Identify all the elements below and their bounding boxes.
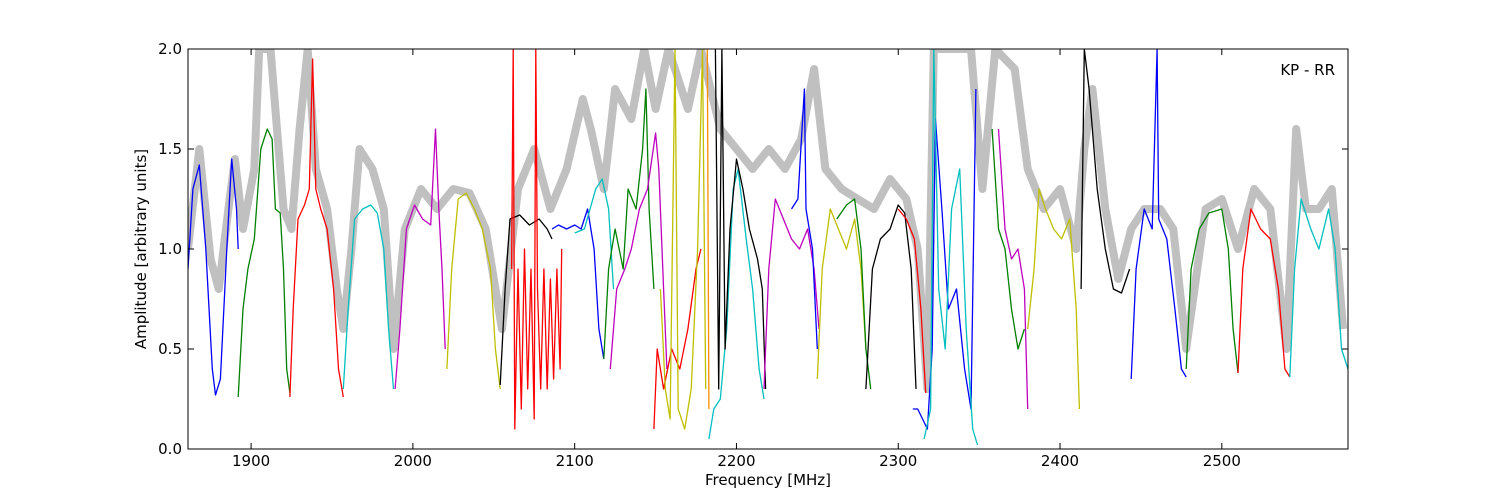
- series-line: [790, 88, 818, 350]
- x-tick-label: 2500: [1203, 452, 1241, 470]
- x-tick-label: 2100: [556, 452, 594, 470]
- series-line: [1080, 49, 1131, 294]
- y-axis-label: Amplitude [arbitrary units]: [132, 149, 150, 349]
- x-tick-label: 2400: [1041, 452, 1079, 470]
- series-line: [574, 178, 615, 290]
- x-tick-label: 2200: [717, 452, 755, 470]
- series-line: [659, 49, 707, 430]
- series-line: [923, 49, 979, 446]
- series-line: [499, 214, 553, 386]
- series-line: [897, 208, 927, 394]
- annotation: KP - RR: [1280, 61, 1335, 79]
- x-tick-label: 2000: [394, 452, 432, 470]
- series-line: [446, 192, 501, 390]
- series-line: [816, 208, 867, 380]
- series-line: [653, 248, 702, 430]
- series-line: [1027, 188, 1081, 410]
- series-line: [1289, 198, 1348, 378]
- series-line: [188, 158, 239, 396]
- series-line: [763, 198, 820, 390]
- x-tick-label: 2300: [879, 452, 917, 470]
- series-line: [1130, 49, 1187, 380]
- series-line: [991, 128, 1026, 350]
- series-line: [289, 58, 344, 398]
- series-line: [997, 128, 1029, 410]
- series-line: [237, 128, 291, 398]
- y-tick-label: 0.0: [158, 440, 182, 458]
- series-line: [865, 204, 917, 390]
- y-tick-label: 1.0: [158, 240, 182, 258]
- series-line: [706, 49, 710, 410]
- series-line: [708, 168, 765, 440]
- series-line: [1237, 208, 1291, 378]
- y-tick-label: 0.5: [158, 340, 182, 358]
- series-line: [609, 132, 668, 370]
- series-line: [394, 128, 446, 390]
- series-line: [1185, 208, 1239, 374]
- series-line: [510, 49, 563, 430]
- x-tick-label: 1900: [232, 452, 270, 470]
- series-line: [551, 208, 605, 360]
- series-line: [912, 88, 977, 430]
- series-line: [603, 88, 655, 360]
- y-tick-label: 1.5: [158, 140, 182, 158]
- x-axis-label: Frequency [MHz]: [705, 471, 831, 489]
- series-line: [714, 49, 767, 390]
- series-group: [188, 49, 1348, 446]
- series-line: [342, 204, 395, 390]
- y-tick-label: 2.0: [158, 40, 182, 58]
- series-line: [836, 198, 872, 390]
- envelope-line: [188, 49, 1348, 393]
